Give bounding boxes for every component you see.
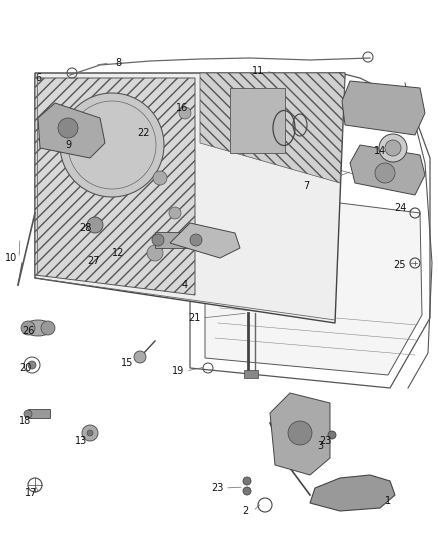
Text: 7: 7 <box>303 181 309 191</box>
Text: 15: 15 <box>121 358 133 368</box>
Circle shape <box>243 487 251 495</box>
Circle shape <box>288 421 312 445</box>
Circle shape <box>82 425 98 441</box>
Text: 27: 27 <box>87 256 99 266</box>
Polygon shape <box>270 393 330 475</box>
Polygon shape <box>205 193 422 375</box>
Text: 28: 28 <box>79 223 91 233</box>
Text: 12: 12 <box>112 248 124 258</box>
Circle shape <box>147 245 163 261</box>
Polygon shape <box>170 223 240 258</box>
Text: 21: 21 <box>188 313 200 323</box>
Circle shape <box>243 477 251 485</box>
Polygon shape <box>38 103 105 158</box>
Text: 11: 11 <box>252 66 264 76</box>
Circle shape <box>153 171 167 185</box>
Text: 22: 22 <box>137 128 149 138</box>
Circle shape <box>385 140 401 156</box>
Circle shape <box>87 430 93 436</box>
Text: 4: 4 <box>182 280 188 290</box>
Text: 25: 25 <box>394 260 406 270</box>
Text: 19: 19 <box>172 366 184 376</box>
Circle shape <box>190 234 202 246</box>
Text: 13: 13 <box>75 436 87 446</box>
Text: 20: 20 <box>19 363 31 373</box>
Text: 3: 3 <box>317 441 323 451</box>
Polygon shape <box>35 73 345 323</box>
Circle shape <box>60 93 164 197</box>
Bar <box>28 409 50 418</box>
Bar <box>230 88 285 153</box>
Polygon shape <box>310 475 395 511</box>
Circle shape <box>21 321 35 335</box>
Text: 6: 6 <box>35 73 41 83</box>
Text: 9: 9 <box>65 140 71 150</box>
Circle shape <box>58 118 78 138</box>
Polygon shape <box>35 78 195 295</box>
Text: 10: 10 <box>5 253 17 263</box>
Ellipse shape <box>23 320 53 336</box>
Circle shape <box>179 107 191 119</box>
Polygon shape <box>350 145 425 195</box>
Text: 17: 17 <box>25 488 37 498</box>
Text: 23: 23 <box>211 483 223 493</box>
Circle shape <box>28 361 36 369</box>
Circle shape <box>152 234 164 246</box>
Circle shape <box>87 217 103 233</box>
Text: 2: 2 <box>242 506 248 516</box>
Circle shape <box>375 163 395 183</box>
Text: 23: 23 <box>319 436 331 446</box>
Circle shape <box>379 134 407 162</box>
Polygon shape <box>200 73 345 183</box>
Circle shape <box>169 207 181 219</box>
Circle shape <box>328 431 336 439</box>
Text: 24: 24 <box>394 203 406 213</box>
Text: 16: 16 <box>176 103 188 113</box>
Text: 18: 18 <box>19 416 31 426</box>
Polygon shape <box>342 81 425 135</box>
Bar <box>244 370 258 378</box>
Circle shape <box>24 410 32 418</box>
Circle shape <box>41 321 55 335</box>
Text: 26: 26 <box>22 326 34 336</box>
Text: 1: 1 <box>385 496 391 506</box>
Circle shape <box>134 351 146 363</box>
Text: 14: 14 <box>374 146 386 156</box>
Bar <box>155 232 200 248</box>
Text: 8: 8 <box>115 58 121 68</box>
